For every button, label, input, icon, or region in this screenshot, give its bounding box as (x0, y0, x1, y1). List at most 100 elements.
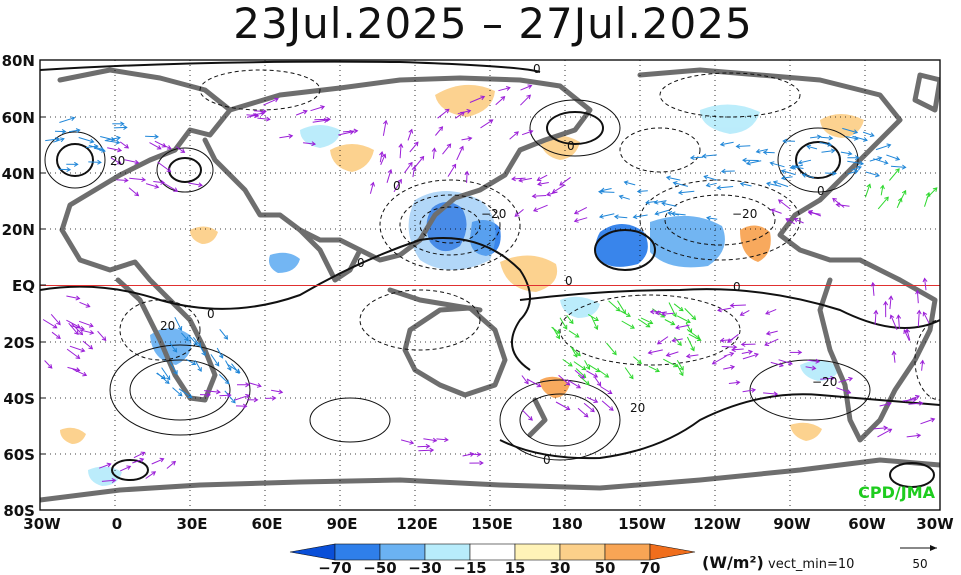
lat-ticks (40, 116, 46, 455)
wind-vector-arrowhead (883, 159, 889, 165)
wind-vector-arrowhead (459, 145, 464, 151)
wind-vector-arrow (717, 307, 732, 311)
wind-vector-arrowhead (173, 370, 178, 375)
contour-negative (664, 194, 776, 246)
wind-vector-arrowhead (78, 330, 84, 336)
wind-vector-arrow (926, 187, 938, 199)
vector-layer (42, 84, 938, 484)
wind-vector-arrowhead (191, 360, 197, 366)
wind-vector-arrowhead (637, 359, 642, 365)
wind-vector-arrowhead (661, 201, 666, 207)
wind-vector-arrow (51, 331, 61, 339)
wind-vector-arrowhead (576, 351, 581, 357)
colorbar-segment (514, 543, 561, 561)
wind-vector-arrow (906, 434, 921, 438)
wind-vector-arrow (890, 165, 906, 168)
wind-vector-arrowhead (52, 324, 58, 329)
wind-vector-arrow (72, 368, 87, 376)
wind-vector-arrow (889, 296, 892, 310)
wind-vector-arrowhead (665, 352, 671, 357)
wind-vector-arrow (151, 458, 164, 465)
wind-vector-arrow (435, 126, 443, 136)
negative-anomaly-patch (700, 104, 760, 134)
wind-vector-arrow (204, 390, 220, 393)
wind-vector-arrowhead (922, 277, 928, 283)
wind-vector-arrow (188, 334, 198, 346)
wind-vector-arrowhead (231, 398, 236, 404)
wind-vector-arrowhead (593, 325, 599, 331)
wind-vector-arrowhead (654, 310, 660, 316)
wind-vector-arrowhead (874, 172, 880, 178)
positive-anomaly-patch (435, 84, 495, 117)
wind-vector-arrowhead (615, 306, 621, 312)
wind-vector-arrow (119, 465, 131, 472)
wind-vector-arrowhead (253, 397, 259, 403)
wind-vector-arrowhead (593, 373, 599, 378)
negative-anomaly-patch (800, 360, 840, 381)
wind-vector-arrowhead (607, 389, 613, 394)
wind-vector-arrowhead (766, 181, 771, 187)
wind-vector-arrow (218, 374, 230, 384)
wind-vector-arrowhead (528, 416, 533, 421)
wind-vector-arrow (380, 154, 386, 165)
wind-vector-arrowhead (467, 136, 473, 142)
wind-vector-arrow (418, 449, 434, 452)
wind-vector-arrow (124, 159, 139, 164)
wind-vector-arrowhead (891, 350, 897, 356)
positive-anomaly-patch (790, 422, 822, 441)
wind-vector-arrowhead (80, 325, 85, 331)
contour-positive (749, 359, 871, 421)
wind-vector-arrow (455, 111, 465, 119)
wind-vector-arrowhead (567, 362, 573, 367)
wind-vector-arrow (145, 471, 156, 479)
wind-vector-arrowhead (353, 128, 359, 134)
wind-vector-arrow (382, 120, 387, 136)
wind-vector-arrow (69, 345, 85, 352)
contour-positive (519, 393, 601, 447)
wind-vector-arrow (210, 354, 220, 367)
wind-vector-arrowhead (85, 303, 91, 308)
wind-vector-arrowhead (884, 196, 889, 202)
new-zealand-coastline (527, 397, 548, 438)
wind-vector-arrowhead (701, 153, 707, 159)
wind-vector-arrow (746, 160, 762, 165)
wind-vector-arrow (153, 181, 165, 184)
wind-vector-arrow (785, 218, 795, 225)
wind-vector-arrowhead (612, 350, 617, 356)
wind-vector-arrowhead (74, 330, 79, 336)
wind-vector-arrowhead (117, 147, 123, 153)
contour-negative (419, 206, 481, 244)
lon-tick-label: 150W (618, 515, 666, 533)
wind-vector-arrowhead (124, 144, 130, 149)
wind-vector-arrow (865, 171, 880, 177)
wind-vector-arrowhead (672, 181, 678, 186)
wind-vector-arrow (832, 198, 845, 208)
wind-vector-arrow (633, 214, 648, 218)
wind-vector-arrowhead (526, 94, 531, 100)
wind-vector-arrow (742, 389, 756, 393)
wind-vector-arrowhead (853, 129, 859, 135)
wind-vector-arrowhead (177, 391, 183, 397)
wind-vector-arrow (723, 352, 734, 357)
contour-negative (119, 299, 201, 361)
wind-vector-arrow (821, 150, 835, 153)
wind-vector-arrow (764, 338, 779, 346)
wind-vector-arrowhead (197, 367, 202, 372)
greenland-coastline (912, 72, 940, 113)
wind-vector-arrowhead (171, 460, 177, 466)
reference-vector-label: 50 (912, 557, 927, 571)
wind-vector-arrowhead (198, 182, 203, 188)
wind-vector-arrow (224, 390, 236, 404)
wind-vector-arrowhead (888, 295, 894, 301)
wind-vector-arrowhead (165, 375, 171, 381)
wind-vector-arrow (583, 402, 595, 412)
wind-vector-arrow (303, 142, 316, 145)
lat-tick-label: EQ (12, 277, 35, 295)
wind-vector-arrowhead (896, 314, 902, 320)
wind-vector-arrow (253, 110, 266, 113)
wind-vector-arrowhead (753, 352, 759, 358)
asia-coastline (202, 75, 593, 263)
wind-vector-arrowhead (748, 349, 753, 355)
wind-vector-arrow (188, 182, 203, 186)
